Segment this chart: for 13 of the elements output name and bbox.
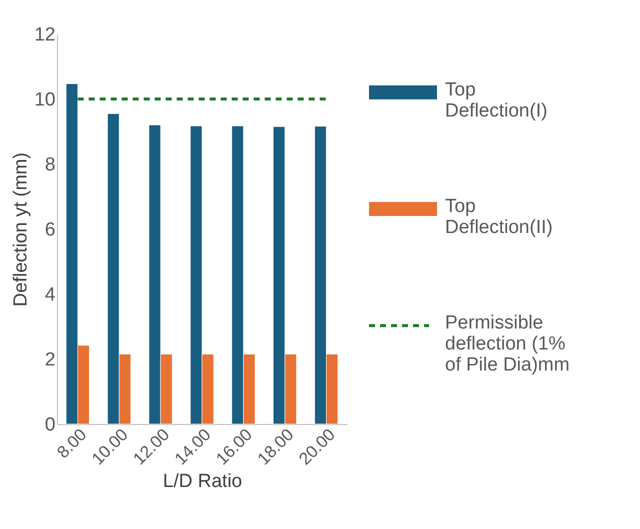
y-tick-label: 6 bbox=[44, 220, 56, 240]
x-axis-title: L/D Ratio bbox=[162, 470, 242, 492]
y-tick-label: 0 bbox=[44, 414, 56, 436]
y-tick-label: 2 bbox=[44, 350, 56, 370]
legend-label: Top Deflection(I) bbox=[445, 79, 548, 122]
legend-label: Permissible deflection (1% of Pile Dia)mm bbox=[445, 312, 570, 376]
x-tick-label: 8.00 bbox=[53, 425, 90, 462]
y-tick-label: 12 bbox=[34, 24, 56, 46]
y-tick-label: 10 bbox=[34, 90, 56, 110]
y-tick-label: 8 bbox=[44, 154, 56, 176]
y-axis-title: Deflection yt (mm) bbox=[10, 152, 32, 307]
legend-label: Top Deflection(II) bbox=[445, 196, 553, 238]
y-tick-label: 4 bbox=[44, 284, 56, 306]
